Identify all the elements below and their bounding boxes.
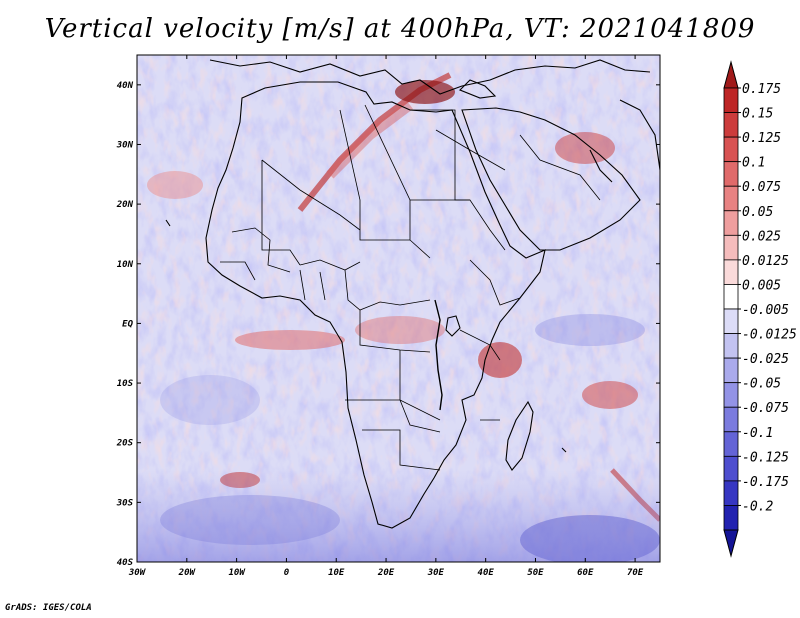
colorbar-label: 0.005: [742, 278, 781, 293]
longitude-axis: 30W 20W 10W 0 10E 20E 30E 40E 50E 60E 70E: [128, 55, 644, 578]
colorbar-label: 0.075: [742, 180, 781, 195]
latitude-axis: 40N 30N 20N 10N EQ 10S 20S 30S 40S: [116, 81, 660, 568]
arabia-coastline: [461, 107, 641, 251]
colorbar-swatch: [723, 505, 739, 531]
colorbar-swatch: [723, 455, 739, 482]
colorbar-swatch: [723, 406, 739, 433]
colorbar-label: 0.025: [742, 229, 781, 244]
colorbar-label: 0.125: [742, 131, 781, 146]
lat-tick-label: 30S: [116, 498, 134, 508]
colorbar-swatch: [723, 112, 739, 138]
lat-tick-label: EQ: [122, 319, 133, 329]
lat-tick-label: 10N: [117, 260, 134, 270]
med-updraft-core: [395, 80, 455, 104]
colorbar-label: -0.025: [742, 352, 789, 367]
colorbar-swatch: [723, 382, 739, 408]
colorbar-swatch: [723, 87, 739, 113]
colorbar-label: -0.075: [742, 401, 789, 416]
field-shading: [137, 55, 660, 562]
colorbar-top-extend: [723, 60, 739, 89]
lon-tick-label: 10W: [228, 568, 246, 578]
itcz-band: [235, 330, 345, 350]
lat-tick-label: 40N: [117, 81, 134, 91]
country-borders: [220, 104, 601, 471]
lon-tick-label: 10E: [328, 568, 345, 578]
colorbar-swatch: [723, 480, 739, 506]
colorbar-swatch: [723, 284, 739, 310]
lon-tick-label: 30W: [128, 568, 147, 578]
colorbar-label: -0.125: [742, 450, 789, 465]
colorbar-label: 0.0125: [742, 254, 789, 269]
lon-tick-label: 50E: [527, 568, 544, 578]
colorbar-swatch: [723, 431, 739, 457]
footer-credit: GrADS: IGES/COLA: [5, 603, 92, 613]
africa-coastline: [205, 81, 546, 529]
colorbar-label: 0.15: [742, 107, 773, 122]
colorbar-label: -0.05: [742, 377, 781, 392]
colorbar-bottom-extend: [723, 529, 739, 558]
lat-tick-label: 40S: [117, 558, 134, 568]
chart-title: Vertical velocity [m/s] at 400hPa, VT: 2…: [44, 14, 756, 44]
lat-tick-label: 10S: [117, 379, 134, 389]
lon-tick-label: 0: [284, 568, 290, 578]
lat-tick-label: 20S: [116, 439, 134, 449]
lon-tick-label: 20E: [377, 568, 395, 578]
colorbar-swatch: [723, 357, 739, 384]
lon-tick-label: 30E: [427, 568, 445, 578]
lon-tick-label: 40E: [478, 568, 495, 578]
lat-tick-label: 30N: [116, 140, 134, 150]
colorbar-label: -0.175: [742, 475, 789, 490]
colorbar-swatch: [723, 210, 739, 236]
lat-tick-label: 20N: [116, 200, 134, 210]
colorbar-swatch: [723, 234, 739, 261]
mediterranean-north-coast: [209, 59, 651, 95]
lon-tick-label: 20W: [178, 568, 197, 578]
colorbar-label: 0.175: [742, 82, 781, 97]
colorbar-label: -0.0125: [742, 328, 797, 343]
colorbar-swatch: [723, 136, 739, 163]
colorbar-swatch: [723, 308, 739, 334]
lon-tick-label: 70E: [627, 568, 644, 578]
colorbar-swatch: [723, 185, 739, 212]
colorbar-label: -0.1: [742, 426, 773, 441]
colorbar: 0.175 0.15 0.125 0.1 0.075 0.05 0.025 0.0125 0.0…: [723, 60, 797, 558]
colorbar-swatch: [723, 333, 739, 359]
colorbar-label: 0.05: [742, 205, 773, 220]
madagascar-coastline: [505, 400, 534, 471]
colorbar-label: 0.1: [742, 156, 765, 171]
colorbar-swatch: [723, 161, 739, 187]
colorbar-label: -0.2: [742, 499, 773, 514]
lon-tick-label: 60E: [577, 568, 594, 578]
colorbar-swatch: [723, 259, 739, 285]
colorbar-label: -0.005: [742, 303, 789, 318]
plot-frame: [136, 54, 661, 563]
coastlines: [165, 59, 660, 529]
